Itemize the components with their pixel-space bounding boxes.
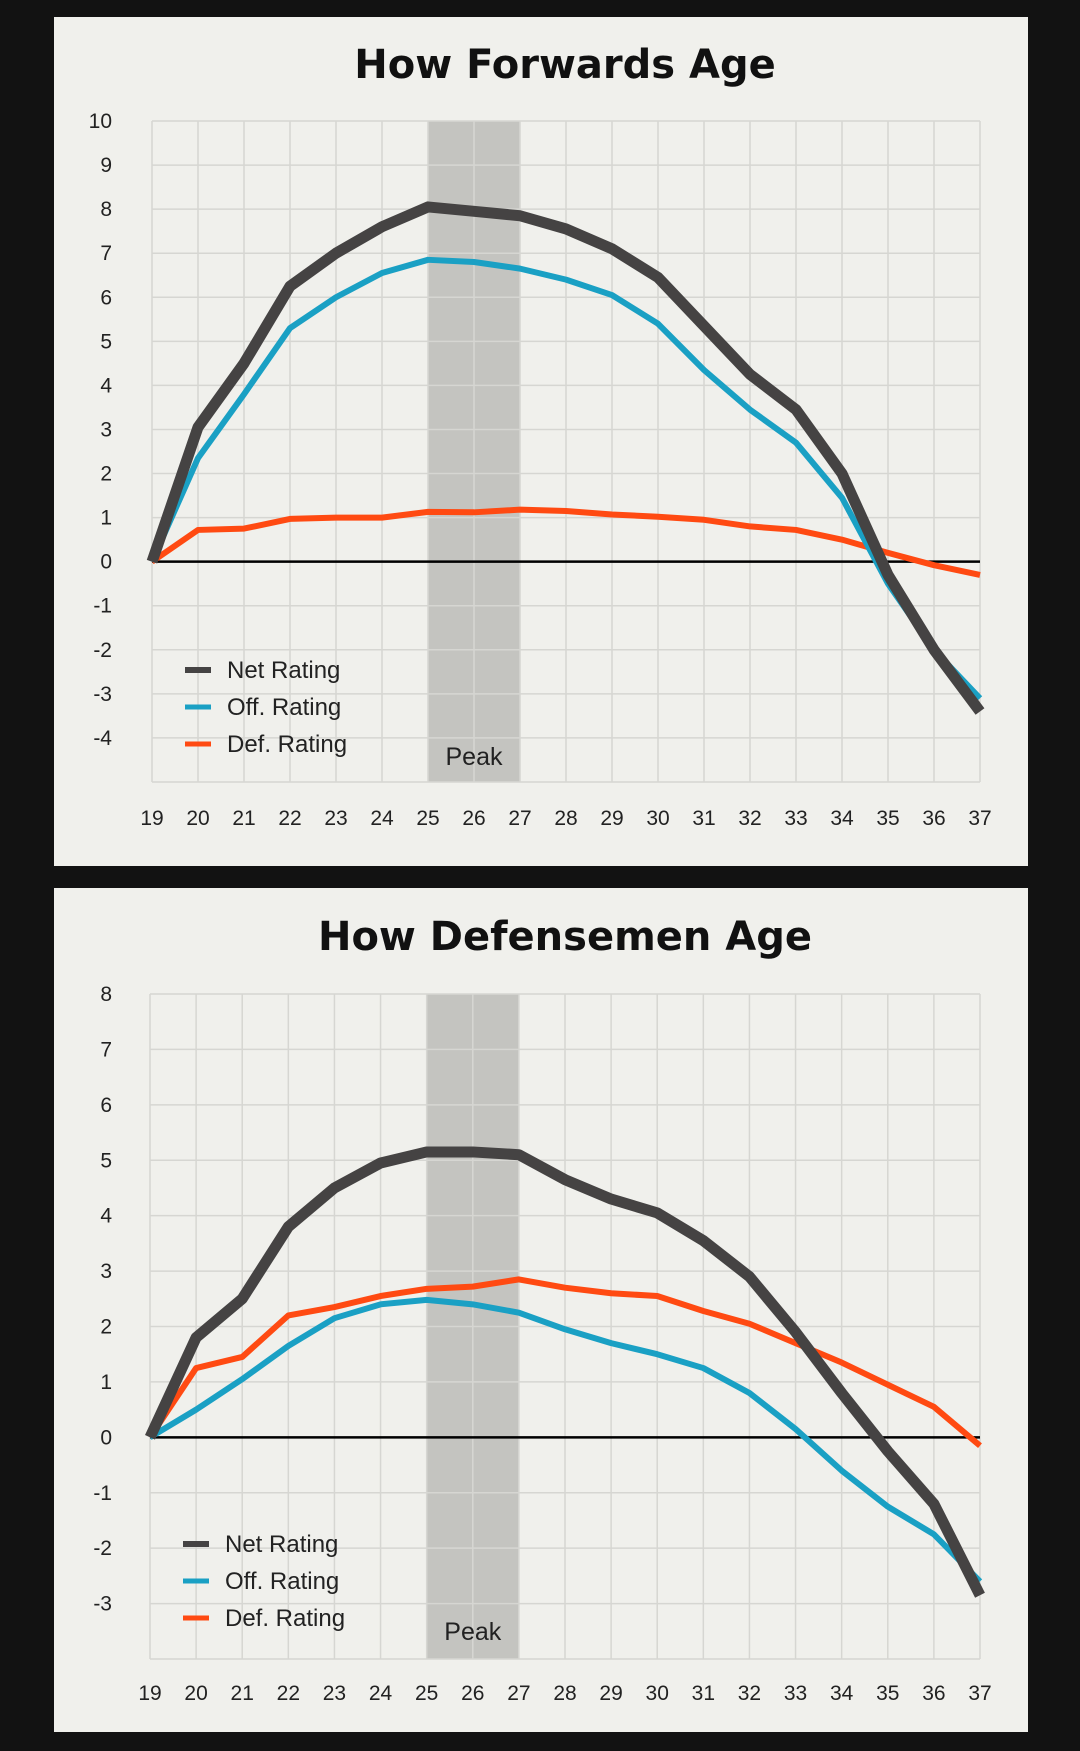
x-tick-label: 25: [416, 807, 439, 830]
legend-label: Off. Rating: [227, 694, 341, 721]
y-tick-label: 0: [100, 1426, 112, 1449]
x-tick-label: 36: [922, 1682, 945, 1705]
x-tick-label: 23: [323, 1682, 346, 1705]
x-tick-label: 37: [968, 1682, 991, 1705]
chart-panel: [54, 888, 1028, 1732]
x-tick-label: 24: [369, 1682, 393, 1705]
x-tick-label: 19: [138, 1682, 161, 1705]
x-tick-label: 22: [278, 807, 301, 830]
y-tick-label: -3: [93, 683, 112, 706]
legend-label: Net Rating: [227, 657, 340, 684]
y-tick-label: -1: [93, 595, 112, 618]
x-tick-label: 37: [968, 807, 991, 830]
x-tick-label: 28: [553, 1682, 576, 1705]
y-tick-label: -2: [93, 1537, 112, 1560]
y-tick-label: 5: [100, 1149, 112, 1172]
x-tick-label: 28: [554, 807, 577, 830]
y-tick-label: 7: [100, 242, 112, 265]
y-tick-label: 3: [100, 1260, 112, 1283]
chart-title: How Forwards Age: [354, 42, 776, 88]
y-tick-label: 1: [100, 1371, 112, 1394]
x-tick-label: 26: [462, 807, 485, 830]
y-tick-label: 7: [100, 1038, 112, 1061]
peak-label: Peak: [444, 1618, 501, 1646]
y-tick-label: 2: [100, 463, 112, 486]
x-tick-label: 19: [140, 807, 163, 830]
y-tick-label: 8: [100, 983, 112, 1006]
y-tick-label: 0: [100, 551, 112, 574]
y-tick-label: -1: [93, 1482, 112, 1505]
x-tick-label: 32: [738, 1682, 761, 1705]
legend-label: Def. Rating: [225, 1605, 345, 1632]
y-tick-label: 8: [100, 198, 112, 221]
x-tick-label: 36: [922, 807, 945, 830]
x-tick-label: 31: [692, 807, 715, 830]
y-tick-label: 2: [100, 1316, 112, 1339]
x-tick-label: 33: [784, 1682, 807, 1705]
x-tick-label: 29: [600, 807, 623, 830]
y-tick-label: 3: [100, 418, 112, 441]
x-tick-label: 20: [184, 1682, 207, 1705]
y-tick-label: -3: [93, 1593, 112, 1616]
y-tick-label: 4: [100, 1205, 112, 1228]
legend-label: Net Rating: [225, 1531, 338, 1558]
x-tick-label: 25: [415, 1682, 438, 1705]
x-tick-label: 31: [692, 1682, 715, 1705]
x-tick-label: 32: [738, 807, 761, 830]
y-tick-label: 1: [100, 507, 112, 530]
x-tick-label: 30: [646, 807, 669, 830]
y-tick-label: 6: [100, 1094, 112, 1117]
x-tick-label: 34: [830, 1682, 854, 1705]
chart-title: How Defensemen Age: [318, 914, 812, 960]
y-tick-label: -2: [93, 639, 112, 662]
y-tick-label: 9: [100, 154, 112, 177]
x-tick-label: 26: [461, 1682, 484, 1705]
y-tick-label: 5: [100, 330, 112, 353]
chart-panel: [54, 17, 1028, 866]
x-tick-label: 20: [186, 807, 209, 830]
x-tick-label: 21: [231, 1682, 254, 1705]
x-tick-label: 30: [646, 1682, 669, 1705]
y-tick-label: -4: [93, 727, 112, 750]
x-tick-label: 35: [876, 1682, 899, 1705]
x-tick-label: 34: [830, 807, 854, 830]
x-tick-label: 27: [508, 807, 531, 830]
y-tick-label: 6: [100, 286, 112, 309]
x-tick-label: 35: [876, 807, 899, 830]
x-tick-label: 27: [507, 1682, 530, 1705]
y-tick-label: 10: [89, 110, 112, 133]
x-tick-label: 21: [232, 807, 255, 830]
legend-label: Off. Rating: [225, 1568, 339, 1595]
peak-label: Peak: [446, 743, 503, 771]
x-tick-label: 24: [370, 807, 394, 830]
x-tick-label: 29: [599, 1682, 622, 1705]
legend-label: Def. Rating: [227, 731, 347, 758]
x-tick-label: 23: [324, 807, 347, 830]
y-tick-label: 4: [100, 374, 112, 397]
x-tick-label: 33: [784, 807, 807, 830]
x-tick-label: 22: [277, 1682, 300, 1705]
